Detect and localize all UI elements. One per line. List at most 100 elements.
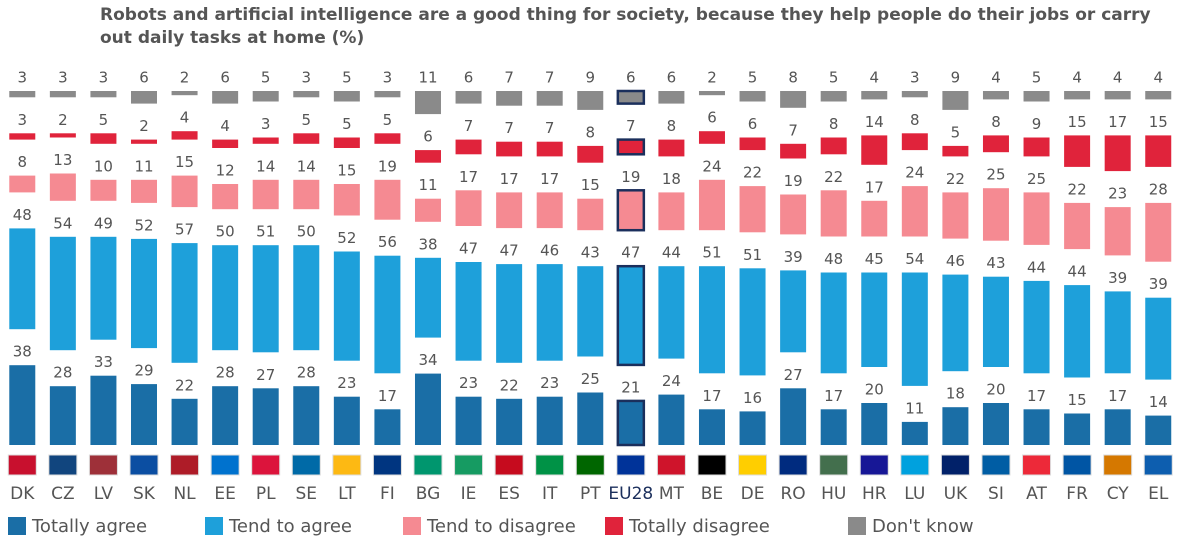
data-label: 11 [418, 176, 437, 194]
x-tick-label: FR [1066, 484, 1088, 504]
bar-segment [130, 179, 157, 203]
data-label: 25 [1027, 170, 1046, 188]
bar-segment [90, 179, 117, 201]
flag [1143, 454, 1173, 476]
data-label: 27 [784, 366, 803, 384]
x-tick-label: FI [380, 484, 395, 504]
bar-segment [90, 91, 117, 98]
bar-segment [901, 91, 928, 98]
x-tick-label: CZ [51, 484, 75, 504]
bar-segment [496, 141, 523, 157]
bar-segment [577, 145, 604, 163]
data-label: 21 [621, 378, 640, 396]
data-label: 6 [707, 109, 717, 127]
bar-segment [293, 179, 320, 210]
bar-segment [293, 91, 320, 98]
data-label: 6 [423, 128, 433, 146]
data-label: 3 [383, 69, 393, 87]
data-label: 18 [946, 385, 965, 403]
x-tick-label: EE [214, 484, 235, 504]
bar-segment [49, 91, 76, 98]
bar-segment [333, 184, 360, 216]
bar-segment [130, 384, 157, 445]
data-label: 17 [459, 168, 478, 186]
data-label: 44 [1068, 263, 1087, 281]
data-label: 5 [1032, 69, 1042, 87]
data-label: 43 [986, 254, 1005, 272]
data-label: 47 [500, 242, 519, 260]
data-label: 33 [94, 353, 113, 371]
data-label: 9 [951, 69, 961, 87]
bar-segment [212, 245, 239, 351]
bar-segment [1023, 91, 1050, 102]
data-label: 7 [545, 119, 555, 137]
flag [1022, 454, 1052, 476]
data-label: 20 [865, 381, 884, 399]
data-label: 5 [748, 69, 758, 87]
bar-segment [536, 396, 563, 445]
data-label: 6 [626, 69, 636, 87]
bar-segment [49, 173, 76, 201]
bar-segment [942, 91, 969, 110]
data-label: 4 [1072, 69, 1082, 87]
bar-segment [698, 131, 725, 144]
x-tick-label: PT [580, 484, 601, 504]
bar-segment [982, 91, 1009, 100]
x-tick-label: LT [338, 484, 356, 504]
data-label: 8 [585, 123, 595, 141]
data-label: 14 [256, 157, 275, 175]
legend-label: Totally agree [31, 516, 147, 537]
bar-segment [1104, 291, 1131, 374]
data-label: 23 [1108, 185, 1127, 203]
data-label: 11 [905, 399, 924, 417]
bar-segment [942, 274, 969, 372]
bar-segment [739, 137, 766, 151]
flag [819, 454, 849, 476]
x-tick-label: IT [542, 484, 558, 504]
x-tick-label: HU [821, 484, 846, 504]
data-label: 6 [748, 115, 758, 133]
bar-segment [658, 394, 685, 445]
bar-segment [942, 192, 969, 239]
bar-segment [374, 91, 401, 98]
bar-segment [616, 399, 646, 447]
bar-segment [1023, 280, 1050, 374]
flag [413, 454, 443, 476]
data-label: 17 [540, 170, 559, 188]
legend-label: Tend to disagree [426, 516, 576, 537]
bar-segment [616, 138, 646, 156]
data-label: 2 [707, 69, 717, 87]
data-label: 52 [337, 229, 356, 247]
bar-segment [1104, 135, 1131, 172]
bar-segment [1064, 91, 1091, 100]
data-label: 38 [418, 235, 437, 253]
data-label: 48 [824, 250, 843, 268]
data-label: 7 [504, 69, 514, 87]
x-tick-label: NL [173, 484, 196, 504]
data-label: 19 [378, 157, 397, 175]
data-label: 51 [743, 246, 762, 264]
bar-segment [49, 386, 76, 445]
data-label: 17 [1108, 387, 1127, 405]
flag [48, 454, 78, 476]
data-label: 54 [53, 214, 72, 232]
bar-segment [252, 245, 279, 353]
bar-segment [982, 403, 1009, 445]
bar-segment [739, 91, 766, 102]
bar-segment [414, 150, 441, 163]
bar-segment [455, 190, 482, 226]
data-label: 23 [337, 374, 356, 392]
bar-segment [616, 264, 646, 367]
bar-segment [658, 266, 685, 359]
data-label: 43 [581, 244, 600, 262]
bar-segment [780, 388, 807, 445]
data-label: 17 [1027, 387, 1046, 405]
data-label: 7 [788, 121, 798, 139]
bar-segment [333, 91, 360, 102]
x-tick-label: BG [416, 484, 441, 504]
bar-segment [739, 186, 766, 233]
bar-segment [698, 409, 725, 445]
data-label: 2 [58, 111, 68, 129]
flag [88, 454, 118, 476]
x-tick-label: IE [461, 484, 477, 504]
